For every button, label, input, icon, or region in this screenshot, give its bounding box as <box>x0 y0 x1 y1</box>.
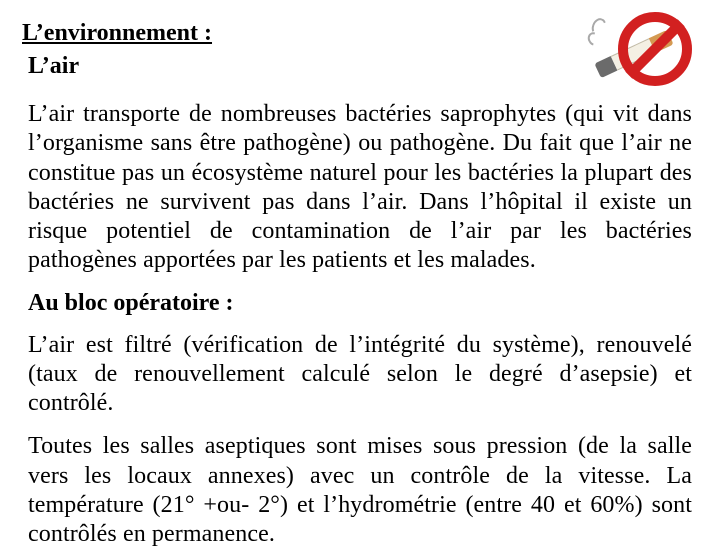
heading-bloc-operatoire: Au bloc opératoire : <box>28 290 692 317</box>
smoke-icon <box>588 18 606 48</box>
paragraph-pression: Toutes les salles aseptiques sont mises … <box>28 432 692 549</box>
no-smoking-icon <box>594 16 692 86</box>
title-block: L’environnement : L’air <box>22 16 212 80</box>
paragraph-filtration: L’air est filtré (vérification de l’inté… <box>28 331 692 419</box>
subsection-title: L’air <box>28 53 212 80</box>
section-title: L’environnement : <box>22 20 212 47</box>
header-row: L’environnement : L’air <box>22 16 692 86</box>
prohibition-sign-icon <box>618 12 692 86</box>
paragraph-air: L’air transporte de nombreuses bactéries… <box>28 100 692 276</box>
